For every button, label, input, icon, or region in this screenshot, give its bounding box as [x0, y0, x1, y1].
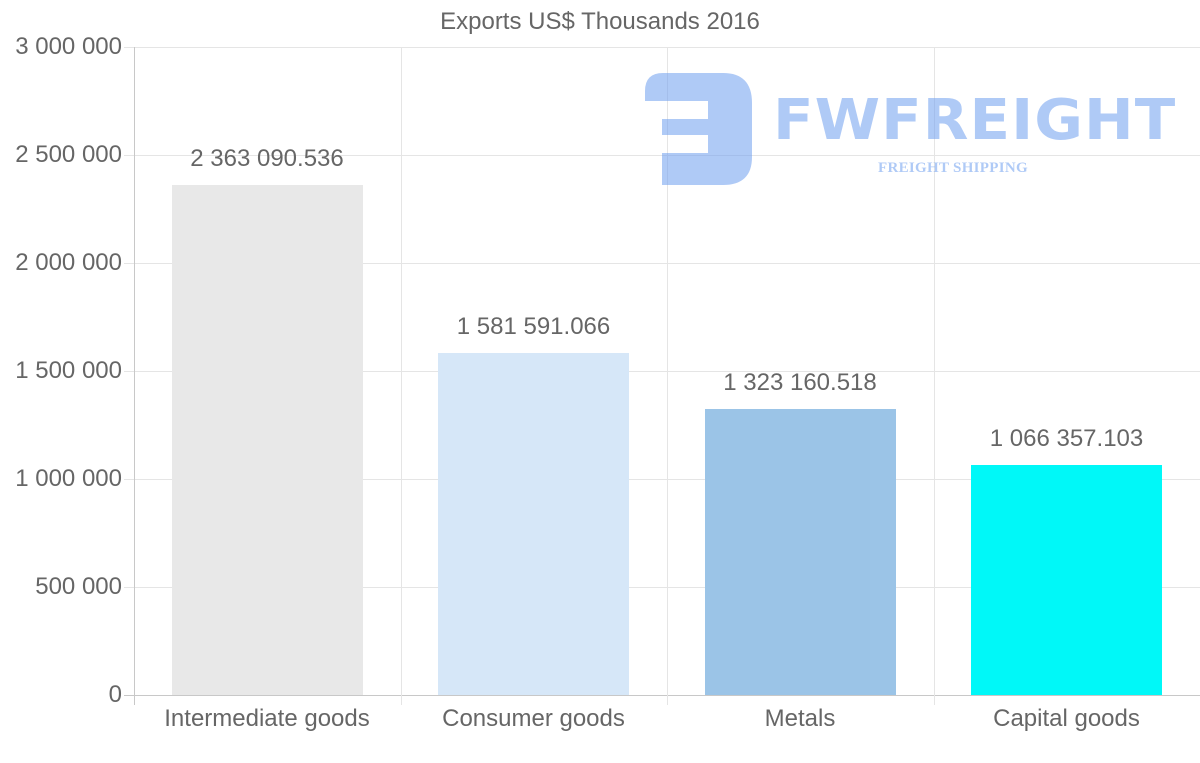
- y-gridline: [124, 587, 1200, 588]
- y-tick-label: 0: [108, 681, 122, 708]
- bar-value-label: 2 363 090.536: [190, 144, 344, 172]
- y-tick-label: 1 000 000: [15, 465, 122, 492]
- x-tick-label: Capital goods: [993, 705, 1140, 732]
- y-tick-label: 2 500 000: [15, 141, 122, 168]
- x-tick-label: Intermediate goods: [164, 705, 370, 732]
- chart-title: Exports US$ Thousands 2016: [440, 8, 760, 35]
- bar-consumer-goods[interactable]: [438, 353, 630, 695]
- y-gridline: [124, 479, 1200, 480]
- x-gridline: [400, 47, 402, 705]
- y-axis-line: [134, 47, 135, 705]
- y-tick-label: 2 000 000: [15, 249, 122, 276]
- bar-value-label: 1 581 591.066: [456, 313, 611, 341]
- bar-metals[interactable]: [704, 409, 896, 695]
- y-gridline: [124, 695, 1200, 696]
- bar-intermediate-goods[interactable]: [171, 184, 363, 695]
- bar-capital-goods[interactable]: [971, 464, 1163, 695]
- y-tick-label: 500 000: [35, 573, 122, 600]
- x-tick-label: Consumer goods: [442, 705, 625, 732]
- y-gridline: [124, 263, 1200, 264]
- x-gridline: [667, 47, 668, 705]
- x-gridline: [933, 47, 935, 705]
- x-tick-label: Metals: [764, 705, 836, 732]
- bar-value-label: 1 323 160.518: [723, 369, 877, 397]
- y-tick-label: 1 500 000: [15, 357, 122, 384]
- y-gridline: [124, 371, 1200, 372]
- y-tick-label: 3 000 000: [15, 33, 122, 60]
- y-gridline: [124, 47, 1200, 48]
- bar-value-label: 1 066 357.103: [989, 424, 1144, 452]
- plot-area: [124, 47, 1200, 705]
